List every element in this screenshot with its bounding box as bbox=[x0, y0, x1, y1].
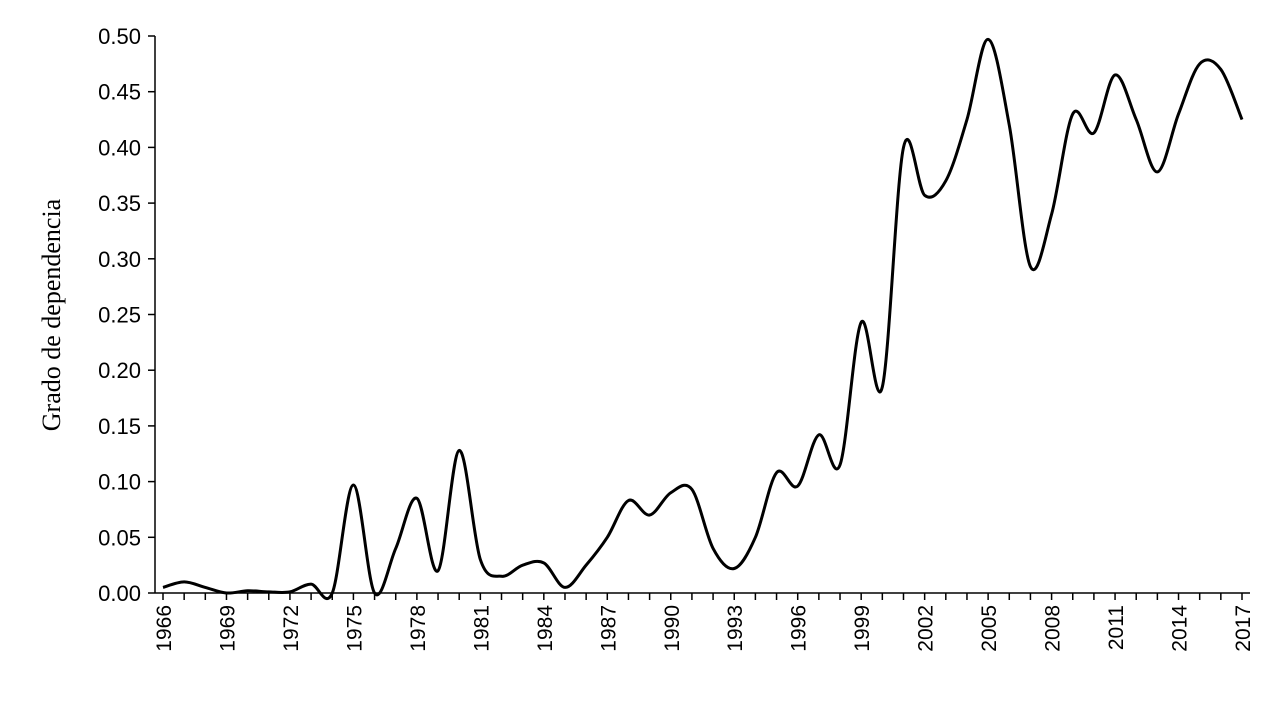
x-tick-label: 1969 bbox=[216, 605, 239, 652]
y-tick-label: 0.50 bbox=[98, 24, 141, 49]
y-tick-label: 0.20 bbox=[98, 358, 141, 383]
x-axis: 1966 1969 1972 1975 1978 1981 1984 1987 1990 1993… bbox=[153, 592, 1255, 652]
x-tick-label: 1984 bbox=[534, 605, 557, 652]
y-tick-label: 0.25 bbox=[98, 303, 141, 328]
x-tick-label: 1972 bbox=[280, 605, 303, 652]
x-tick-label: 1966 bbox=[153, 605, 176, 652]
y-tick-label: 0.10 bbox=[98, 470, 141, 495]
y-tick-label: 0.30 bbox=[98, 247, 141, 272]
x-tick-label: 1990 bbox=[661, 605, 684, 652]
y-tick-label: 0.00 bbox=[98, 581, 141, 606]
x-tick-label: 2011 bbox=[1105, 605, 1128, 650]
x-tick-label: 2002 bbox=[915, 605, 938, 652]
x-tick-label: 1975 bbox=[343, 605, 366, 652]
x-tick-label: 2017 bbox=[1232, 605, 1255, 652]
x-tick-label: 1999 bbox=[851, 605, 874, 652]
y-axis: 0.00 0.05 0.10 0.15 0.20 0.25 0.30 0.35 0.40 0.45… bbox=[98, 24, 156, 606]
x-tick-label: 1996 bbox=[788, 605, 811, 652]
y-tick-label: 0.05 bbox=[98, 525, 141, 550]
x-tick-label: 1978 bbox=[407, 605, 430, 652]
x-tick-label: 1993 bbox=[724, 605, 747, 652]
y-tick-label: 0.35 bbox=[98, 191, 141, 216]
x-tick-label: 2014 bbox=[1169, 605, 1192, 652]
x-tick-label: 1987 bbox=[597, 605, 620, 652]
x-tick-label: 2008 bbox=[1042, 605, 1065, 652]
y-tick-label: 0.40 bbox=[98, 135, 141, 160]
x-tick-label: 2005 bbox=[978, 605, 1001, 652]
y-tick-label: 0.45 bbox=[98, 80, 141, 105]
series-line bbox=[162, 37, 1244, 601]
x-tick-label: 1981 bbox=[470, 605, 493, 652]
y-axis-label: Grado de dependencia bbox=[37, 198, 66, 431]
y-tick-label: 0.15 bbox=[98, 414, 141, 439]
